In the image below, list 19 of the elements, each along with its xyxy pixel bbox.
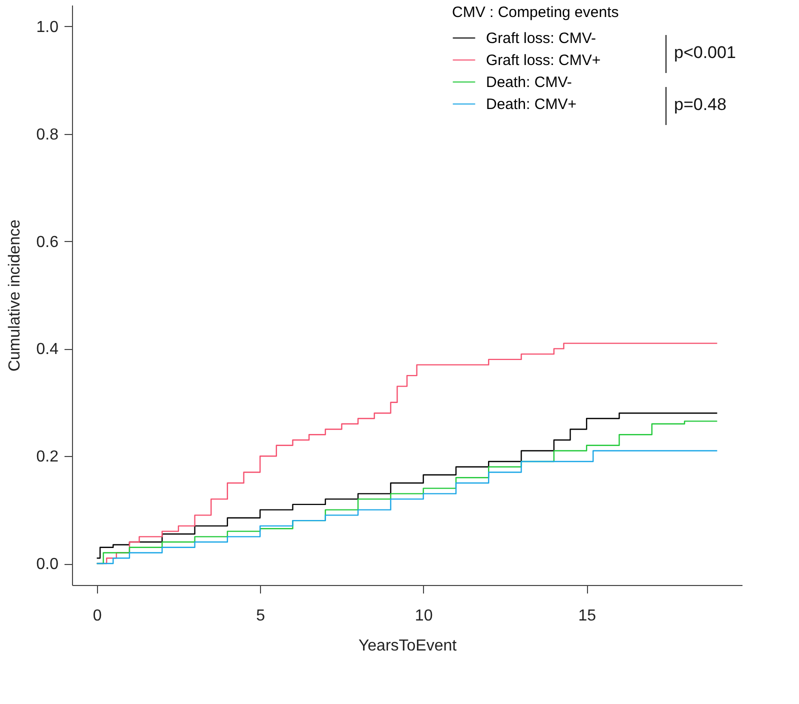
legend-label: Graft loss: CMV- [486,30,596,47]
y-axis-title: Cumulative incidence [6,219,24,372]
y-tick-label: 0.6 [36,234,59,251]
legend-label: Death: CMV- [486,74,572,91]
legend-label: Graft loss: CMV+ [486,52,601,69]
annotation: p=0.48 [674,95,726,114]
annotation: p<0.001 [674,43,736,62]
x-tick-label: 15 [578,608,596,624]
y-tick-label: 0.2 [36,448,59,466]
x-axis-title: YearsToEvent [358,638,458,654]
legend-label: Death: CMV+ [486,96,577,113]
y-tick-label: 0.8 [36,126,59,144]
legend-title: CMV : Competing events [452,4,619,21]
y-tick-label: 0.4 [36,341,59,358]
x-tick-label: 0 [92,608,102,624]
y-tick-label: 1.0 [36,18,59,36]
y-tick-label: 0.0 [36,556,59,574]
x-tick-label: 10 [414,608,433,624]
x-tick-label: 5 [256,608,266,624]
